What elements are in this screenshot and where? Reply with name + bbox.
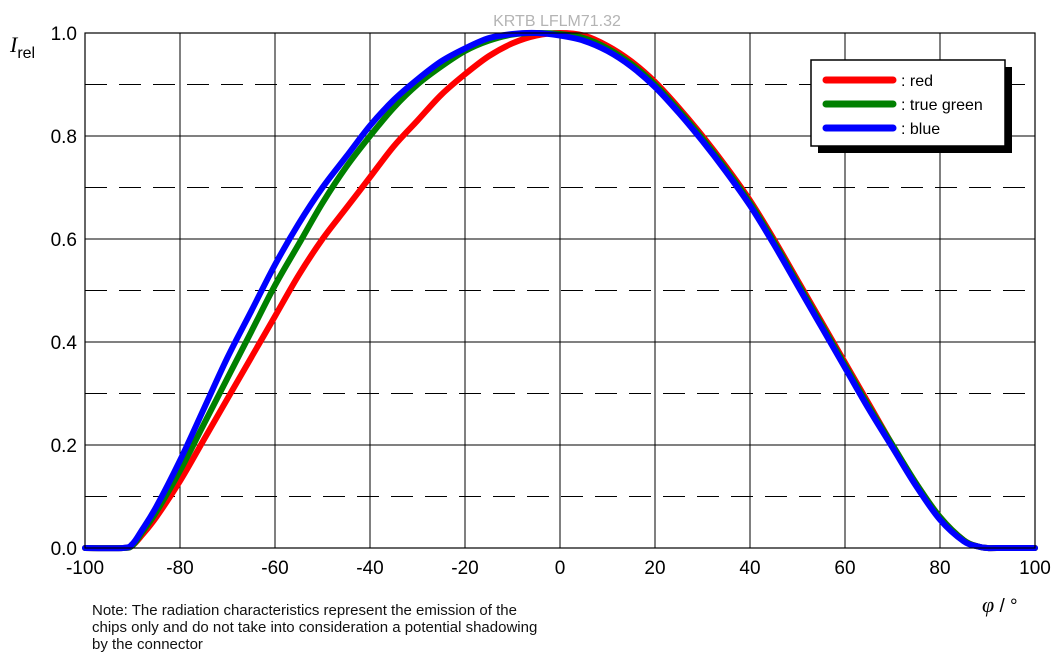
x-tick-label: 40: [739, 558, 760, 579]
footnote-line: by the connector: [92, 636, 203, 653]
x-tick-label: 80: [929, 558, 950, 579]
x-tick-label: 0: [555, 558, 566, 579]
legend-label: : red: [901, 73, 933, 90]
footnote-line: chips only and do not take into consider…: [92, 619, 538, 636]
x-tick-label: -100: [66, 558, 104, 579]
x-axis-unit: / °: [994, 596, 1017, 617]
y-axis-subscript: rel: [17, 45, 35, 62]
x-tick-label: -60: [261, 558, 288, 579]
y-tick-label: 1.0: [51, 24, 77, 45]
chart-title: KRTB LFLM71.32: [493, 13, 621, 30]
footnote-line: Note: The radiation characteristics repr…: [92, 602, 517, 619]
x-tick-labels: -100 -80 -60 -40 -20 0 20 40 60 80 100: [66, 558, 1051, 579]
x-tick-label: -40: [356, 558, 383, 579]
x-tick-label: 60: [834, 558, 855, 579]
y-tick-labels: 0.0 0.2 0.4 0.6 0.8 1.0: [51, 24, 78, 560]
x-tick-label: -80: [166, 558, 193, 579]
legend-label: : true green: [901, 97, 983, 114]
x-tick-label: 20: [644, 558, 665, 579]
legend: : red : true green : blue: [810, 59, 1012, 153]
y-tick-label: 0.6: [51, 230, 77, 251]
y-tick-label: 0.0: [51, 539, 77, 560]
plot-area-frame: [84, 32, 1036, 549]
y-axis-label: Irel: [9, 32, 35, 62]
legend-label: : blue: [901, 121, 940, 138]
x-axis-label: φ / °: [982, 592, 1018, 617]
x-axis-symbol: φ: [982, 592, 994, 617]
x-tick-label: 100: [1019, 558, 1051, 579]
footnote: Note: The radiation characteristics repr…: [92, 602, 612, 653]
y-axis-symbol: I: [9, 32, 19, 57]
y-tick-label: 0.8: [51, 127, 77, 148]
series-line-blue: [82, 29, 1038, 552]
x-tick-label: -20: [451, 558, 478, 579]
y-tick-label: 0.2: [51, 436, 77, 457]
y-tick-label: 0.4: [51, 333, 78, 354]
